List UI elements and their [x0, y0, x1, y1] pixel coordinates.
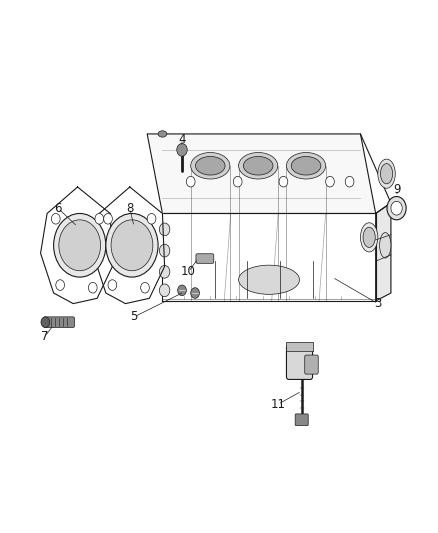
Circle shape [159, 284, 170, 297]
Ellipse shape [380, 232, 391, 258]
Circle shape [159, 244, 170, 257]
Circle shape [186, 176, 195, 187]
Circle shape [95, 214, 104, 224]
Circle shape [391, 201, 402, 215]
Circle shape [104, 214, 113, 224]
Ellipse shape [239, 265, 300, 294]
Circle shape [191, 288, 199, 298]
Circle shape [345, 176, 354, 187]
Text: 9: 9 [394, 183, 401, 196]
Circle shape [41, 317, 49, 327]
Circle shape [233, 176, 242, 187]
Ellipse shape [244, 157, 273, 175]
FancyBboxPatch shape [295, 414, 308, 425]
FancyBboxPatch shape [196, 254, 214, 263]
Circle shape [88, 282, 97, 293]
Text: 6: 6 [54, 201, 62, 215]
Ellipse shape [158, 131, 167, 137]
Circle shape [159, 265, 170, 278]
Text: 11: 11 [270, 398, 285, 411]
Ellipse shape [191, 152, 230, 179]
Polygon shape [93, 187, 165, 304]
Polygon shape [162, 214, 376, 301]
Polygon shape [41, 187, 113, 304]
Circle shape [141, 282, 149, 293]
Text: 8: 8 [126, 201, 134, 215]
Ellipse shape [286, 152, 325, 179]
Circle shape [111, 220, 153, 271]
Circle shape [106, 214, 158, 277]
Circle shape [387, 197, 406, 220]
Text: 10: 10 [181, 265, 196, 278]
Ellipse shape [381, 164, 392, 184]
FancyBboxPatch shape [305, 355, 318, 374]
Ellipse shape [195, 157, 225, 175]
FancyBboxPatch shape [286, 342, 313, 351]
Ellipse shape [291, 157, 321, 175]
Circle shape [159, 223, 170, 236]
Ellipse shape [360, 223, 378, 252]
FancyBboxPatch shape [286, 345, 313, 379]
Ellipse shape [363, 227, 375, 247]
Circle shape [51, 214, 60, 224]
Text: 5: 5 [131, 310, 138, 324]
Text: 3: 3 [374, 297, 381, 310]
Circle shape [56, 280, 64, 290]
Circle shape [178, 285, 186, 296]
Circle shape [279, 176, 288, 187]
Ellipse shape [378, 159, 395, 188]
Circle shape [53, 214, 106, 277]
Ellipse shape [239, 152, 278, 179]
Polygon shape [376, 203, 391, 301]
Text: 4: 4 [178, 133, 186, 146]
Circle shape [59, 220, 101, 271]
Text: 7: 7 [41, 330, 49, 343]
Circle shape [177, 143, 187, 156]
Circle shape [108, 280, 117, 290]
FancyBboxPatch shape [44, 317, 74, 327]
Circle shape [325, 176, 334, 187]
Polygon shape [147, 134, 376, 214]
Circle shape [147, 214, 156, 224]
